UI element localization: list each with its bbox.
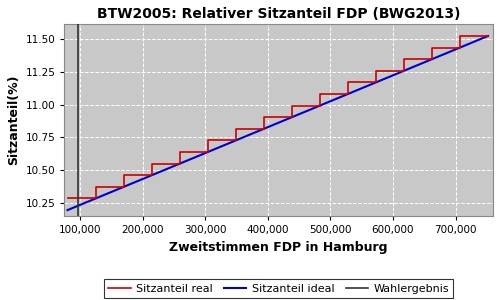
Sitzanteil real xyxy=(345,81,351,84)
Sitzanteil real xyxy=(232,139,238,142)
Sitzanteil ideal xyxy=(320,103,326,106)
Sitzanteil real xyxy=(232,127,238,130)
Sitzanteil real xyxy=(289,116,295,119)
Sitzanteil real xyxy=(148,162,154,166)
Sitzanteil ideal xyxy=(332,98,338,101)
Sitzanteil real xyxy=(401,69,407,73)
Sitzanteil real xyxy=(429,46,435,50)
Sitzanteil real xyxy=(92,197,98,200)
Line: Sitzanteil ideal: Sitzanteil ideal xyxy=(68,36,488,210)
Sitzanteil real xyxy=(401,57,407,61)
Sitzanteil real xyxy=(120,185,126,189)
Legend: Sitzanteil real, Sitzanteil ideal, Wahlergebnis: Sitzanteil real, Sitzanteil ideal, Wahle… xyxy=(104,279,454,298)
Sitzanteil ideal xyxy=(485,34,491,38)
Sitzanteil real xyxy=(429,57,435,61)
Line: Sitzanteil real: Sitzanteil real xyxy=(68,36,488,199)
Sitzanteil real xyxy=(176,150,182,154)
Sitzanteil real xyxy=(289,104,295,107)
Y-axis label: Sitzanteil(%): Sitzanteil(%) xyxy=(7,74,20,165)
Sitzanteil ideal xyxy=(90,198,96,201)
Sitzanteil real xyxy=(345,92,351,96)
X-axis label: Zweitstimmen FDP in Hamburg: Zweitstimmen FDP in Hamburg xyxy=(170,241,388,254)
Sitzanteil real xyxy=(148,173,154,177)
Sitzanteil real xyxy=(373,81,379,84)
Sitzanteil real xyxy=(176,162,182,166)
Sitzanteil real xyxy=(317,92,323,96)
Sitzanteil real xyxy=(485,34,491,38)
Sitzanteil real xyxy=(120,173,126,177)
Sitzanteil real xyxy=(204,139,210,142)
Sitzanteil real xyxy=(204,150,210,154)
Sitzanteil ideal xyxy=(426,58,432,62)
Sitzanteil ideal xyxy=(308,107,314,111)
Sitzanteil real xyxy=(317,104,323,107)
Sitzanteil real xyxy=(261,127,267,130)
Sitzanteil real xyxy=(457,46,463,50)
Sitzanteil real xyxy=(92,185,98,189)
Sitzanteil real xyxy=(261,116,267,119)
Sitzanteil real xyxy=(373,69,379,73)
Sitzanteil ideal xyxy=(64,208,70,212)
Title: BTW2005: Relativer Sitzanteil FDP (BWG2013): BTW2005: Relativer Sitzanteil FDP (BWG20… xyxy=(97,7,461,21)
Sitzanteil ideal xyxy=(384,76,390,80)
Sitzanteil real xyxy=(64,197,70,200)
Sitzanteil real xyxy=(457,34,463,38)
